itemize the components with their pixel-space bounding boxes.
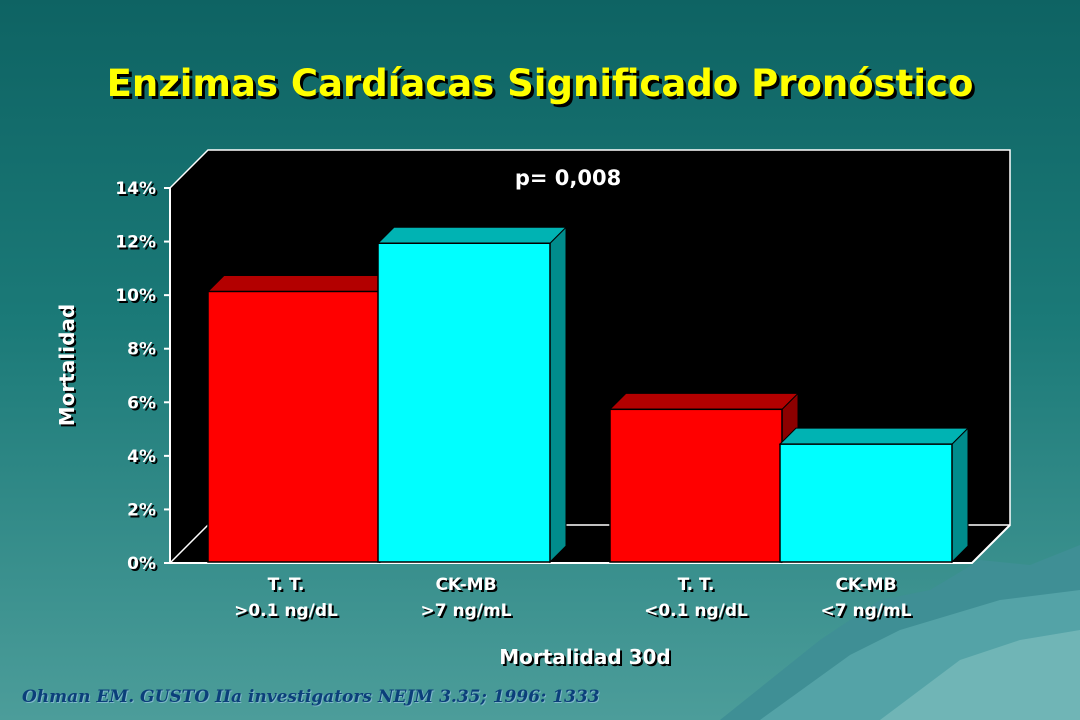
- bar: [207, 290, 381, 563]
- y-tick-label: 4%: [127, 447, 156, 467]
- y-tick-label: 10%: [115, 286, 156, 306]
- x-category-label-shadow: CK-MB: [837, 577, 898, 597]
- y-tick-label: 14%: [115, 179, 156, 199]
- bar: [377, 242, 551, 563]
- x-axis-title: Mortalidad 30d: [499, 645, 671, 669]
- bar-top: [608, 392, 800, 410]
- y-tick-label-shadow: 10%: [117, 288, 158, 308]
- x-category-label-shadow: CK-MB: [437, 577, 498, 597]
- plot-frame-edge: [169, 149, 1011, 564]
- x-axis-title-shadow: Mortalidad 30d: [501, 647, 673, 671]
- x-category-label: T. T.: [678, 575, 715, 595]
- y-tick-label: 0%: [127, 554, 156, 574]
- y-tick-label: 8%: [127, 340, 156, 360]
- x-category-label: T. T.: [268, 575, 305, 595]
- y-tick-label-shadow: 8%: [129, 342, 158, 362]
- plot-axis-line: [169, 188, 1011, 564]
- y-tick-label-shadow: 14%: [117, 181, 158, 201]
- slide-title: Enzimas Cardíacas Significado Pronóstico: [106, 62, 974, 105]
- x-category-label: >7 ng/mL: [420, 601, 511, 621]
- y-tick-label-shadow: 12%: [117, 235, 158, 255]
- x-category-label: <7 ng/mL: [820, 601, 911, 621]
- bar-top: [778, 427, 970, 445]
- x-category-label-shadow: >7 ng/mL: [422, 603, 513, 623]
- x-category-label-shadow: >0.1 ng/dL: [236, 603, 340, 623]
- x-category-label: <0.1 ng/dL: [644, 601, 748, 621]
- x-category-label: CK-MB: [835, 575, 896, 595]
- bar-side: [549, 226, 567, 564]
- p-value-annotation: p= 0,008: [515, 166, 621, 190]
- y-tick-label-shadow: 4%: [129, 449, 158, 469]
- y-tick-label: 12%: [115, 233, 156, 253]
- x-category-label-shadow: T. T.: [680, 577, 717, 597]
- bar-top: [376, 226, 568, 244]
- y-axis-title-shadow: Mortalidad: [57, 306, 81, 428]
- y-tick-label: 2%: [127, 500, 156, 520]
- bar-side: [951, 426, 969, 564]
- x-category-label-shadow: <7 ng/mL: [822, 603, 913, 623]
- bar-top: [206, 274, 398, 292]
- y-tick-label-shadow: 6%: [129, 395, 158, 415]
- y-tick-label-shadow: 2%: [129, 502, 158, 522]
- y-tick-label-shadow: 0%: [129, 556, 158, 576]
- bar: [779, 443, 953, 563]
- x-category-label: CK-MB: [435, 575, 496, 595]
- x-category-label: >0.1 ng/dL: [234, 601, 338, 621]
- y-axis-title: Mortalidad: [55, 304, 79, 426]
- plot-side-wall: [170, 150, 208, 563]
- bar: [609, 408, 783, 563]
- x-category-label-shadow: T. T.: [270, 577, 307, 597]
- x-category-label-shadow: <0.1 ng/dL: [646, 603, 750, 623]
- citation-text: Ohman EM. GUSTO IIa investigators NEJM 3…: [22, 687, 600, 707]
- y-tick-label: 6%: [127, 393, 156, 413]
